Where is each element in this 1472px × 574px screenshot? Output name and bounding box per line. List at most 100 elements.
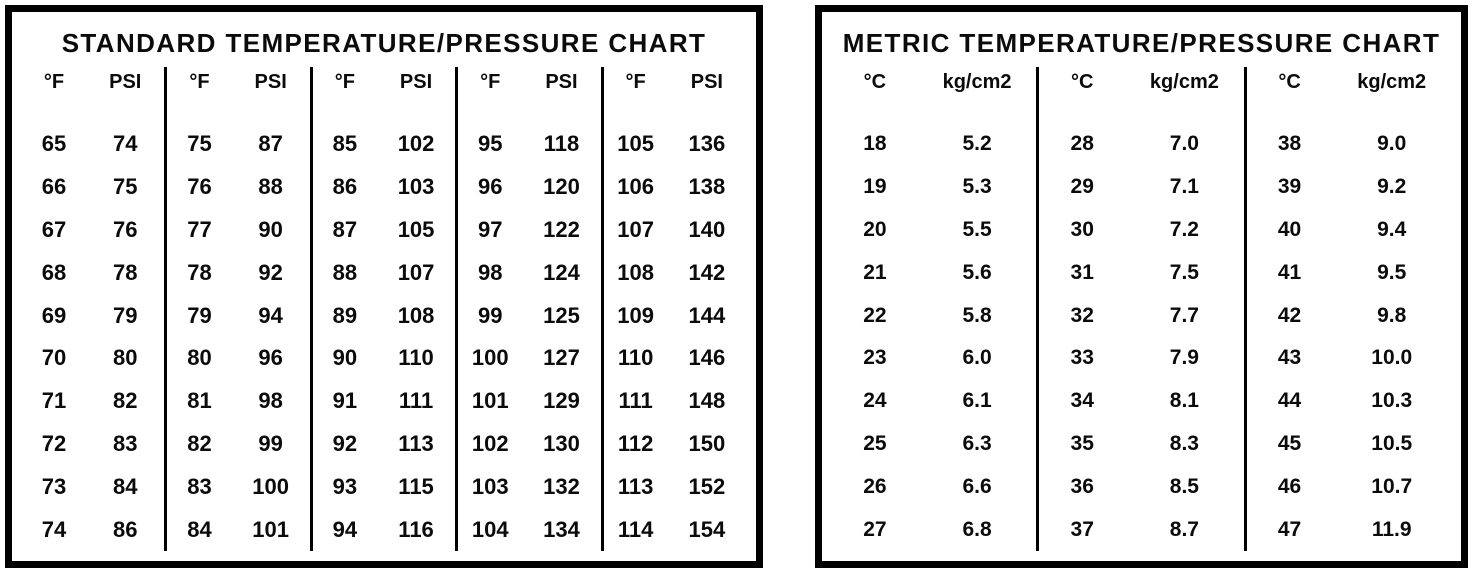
temp-cell: 88 [332,259,358,285]
temp-cell: 98 [478,259,503,285]
data-row: 66 75 [22,166,164,209]
pressure-cell: 5.8 [962,303,992,327]
data-row: 109 144 [604,294,746,337]
pressure-cell: 9.8 [1377,303,1407,327]
pressure-cell: 7.1 [1169,175,1199,199]
temp-header: °C [863,71,887,93]
pressure-cell: 76 [112,216,138,242]
data-row: 20 5.5 [832,209,1036,252]
temp-cell: 106 [617,174,655,200]
data-row: 31 7.5 [1039,251,1243,294]
data-row: 81 98 [167,380,309,423]
pressure-cell: 111 [398,388,434,414]
data-row: 75 87 [167,123,309,166]
temp-cell: 110 [617,345,654,371]
temp-cell: 84 [187,516,212,542]
temp-cell: 35 [1070,431,1094,455]
data-row: 27 6.8 [832,508,1036,551]
data-row: 94 116 [313,508,455,551]
temp-cell: 26 [863,474,887,498]
temp-cell: 39 [1277,175,1302,199]
temp-header: °F [480,71,501,93]
header-row: °F PSI [313,67,455,123]
temp-cell: 19 [863,175,887,199]
pressure-cell: 108 [397,302,435,328]
pressure-cell: 87 [258,131,283,157]
pressure-cell: 7.2 [1169,217,1199,241]
pressure-cell: 6.3 [962,431,992,455]
header-row: °F PSI [22,67,164,123]
data-row: 23 6.0 [832,337,1036,380]
temp-cell: 42 [1277,303,1302,327]
pressure-cell: 80 [112,345,138,371]
pressure-cell: 88 [258,174,283,200]
pressure-cell: 124 [543,259,580,285]
data-row: 73 84 [22,465,164,508]
temp-header: °F [189,71,210,93]
pressure-cell: 84 [112,473,138,499]
data-row: 111 148 [604,380,746,423]
temp-cell: 95 [478,131,503,157]
pressure-cell: 100 [252,473,289,499]
data-row: 34 8.1 [1039,380,1243,423]
pressure-cell: 7.9 [1169,346,1199,370]
standard-chart: STANDARD TEMPERATURE/PRESSURE CHART °F PS… [5,5,763,568]
metric-chart-groups: °C kg/cm2 18 5.2 19 5.3 20 5.5 21 5.6 22 5.8 23 6.0 24… [832,67,1451,551]
temp-cell: 83 [187,473,212,499]
temp-cell: 105 [617,131,655,157]
pressure-header: PSI [399,71,433,93]
pressure-cell: 125 [543,302,580,328]
temp-cell: 67 [41,216,67,242]
data-row: 92 113 [313,423,455,466]
temp-cell: 44 [1277,389,1302,413]
temp-cell: 70 [41,345,67,371]
pressure-cell: 127 [543,345,580,371]
pressure-cell: 82 [112,388,138,414]
data-row: 110 146 [604,337,746,380]
data-row: 87 105 [313,209,455,252]
column-group: °F PSI 95 118 96 120 97 122 98 124 99 125 100 127 101 1… [455,67,600,551]
pressure-cell: 142 [688,259,726,285]
pressure-cell: 116 [398,516,434,542]
pressure-cell: 107 [397,259,435,285]
data-row: 33 7.9 [1039,337,1243,380]
data-row: 28 7.0 [1039,123,1243,166]
pressure-cell: 78 [112,259,138,285]
column-group: °F PSI 65 74 66 75 67 76 68 78 69 79 70 80 71 82 72 83 73 8… [22,67,164,551]
column-group: °F PSI 75 87 76 88 77 90 78 92 79 94 80 96 81 98 82 99 83 1… [164,67,309,551]
pressure-cell: 75 [112,174,138,200]
temp-cell: 66 [41,174,67,200]
pressure-cell: 79 [112,302,138,328]
temp-cell: 71 [41,388,67,414]
temp-cell: 73 [41,473,67,499]
temp-cell: 79 [187,302,212,328]
temp-cell: 104 [471,516,509,542]
temp-cell: 108 [617,259,655,285]
pressure-header: PSI [254,71,287,93]
data-row: 80 96 [167,337,309,380]
pressure-cell: 154 [688,516,726,542]
temp-header: °C [1071,71,1094,93]
data-row: 104 134 [458,508,600,551]
pressure-cell: 7.7 [1169,303,1199,327]
temp-cell: 100 [471,345,509,371]
column-group: °F PSI 105 136 106 138 107 140 108 142 109 144 110 14… [600,67,746,551]
data-row: 24 6.1 [832,380,1036,423]
data-row: 112 150 [604,423,746,466]
data-row: 83 100 [167,465,309,508]
temp-cell: 94 [332,516,358,542]
temp-cell: 43 [1277,346,1302,370]
pressure-cell: 148 [688,388,726,414]
temp-cell: 74 [41,516,67,542]
standard-chart-title: STANDARD TEMPERATURE/PRESSURE CHART [61,28,707,58]
data-row: 107 140 [604,209,746,252]
temp-cell: 40 [1277,217,1302,241]
metric-chart: METRIC TEMPERATURE/PRESSURE CHART °C kg/c… [815,5,1468,568]
data-row: 76 88 [167,166,309,209]
pressure-cell: 74 [112,131,138,157]
data-row: 86 103 [313,166,455,209]
pressure-cell: 5.5 [962,217,992,241]
pressure-cell: 134 [543,516,580,542]
pressure-cell: 99 [258,430,283,456]
